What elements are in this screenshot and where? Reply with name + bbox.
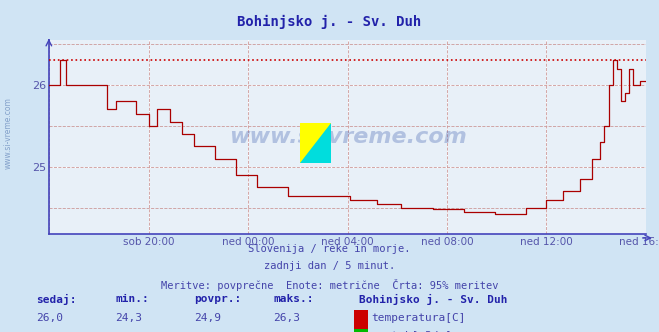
Text: 26,3: 26,3 bbox=[273, 313, 301, 323]
Text: temperatura[C]: temperatura[C] bbox=[371, 313, 465, 323]
Text: -nan: -nan bbox=[115, 331, 142, 332]
Text: pretok[m3/s]: pretok[m3/s] bbox=[371, 331, 452, 332]
Text: -nan: -nan bbox=[273, 331, 301, 332]
Text: www.si-vreme.com: www.si-vreme.com bbox=[4, 97, 13, 169]
Text: Bohinjsko j. - Sv. Duh: Bohinjsko j. - Sv. Duh bbox=[359, 294, 507, 305]
Polygon shape bbox=[300, 123, 331, 163]
Text: min.:: min.: bbox=[115, 294, 149, 304]
Text: Meritve: povprečne  Enote: metrične  Črta: 95% meritev: Meritve: povprečne Enote: metrične Črta:… bbox=[161, 279, 498, 290]
Text: povpr.:: povpr.: bbox=[194, 294, 242, 304]
Text: sedaj:: sedaj: bbox=[36, 294, 76, 305]
Text: maks.:: maks.: bbox=[273, 294, 314, 304]
Text: www.si-vreme.com: www.si-vreme.com bbox=[229, 127, 467, 147]
Text: Slovenija / reke in morje.: Slovenija / reke in morje. bbox=[248, 244, 411, 254]
Text: -nan: -nan bbox=[194, 331, 221, 332]
Text: zadnji dan / 5 minut.: zadnji dan / 5 minut. bbox=[264, 261, 395, 271]
Text: 24,3: 24,3 bbox=[115, 313, 142, 323]
Text: -nan: -nan bbox=[36, 331, 63, 332]
Text: Bohinjsko j. - Sv. Duh: Bohinjsko j. - Sv. Duh bbox=[237, 15, 422, 29]
Text: 24,9: 24,9 bbox=[194, 313, 221, 323]
Polygon shape bbox=[300, 123, 331, 163]
Text: 26,0: 26,0 bbox=[36, 313, 63, 323]
